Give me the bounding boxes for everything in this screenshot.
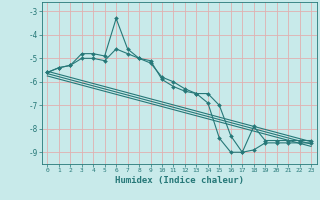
X-axis label: Humidex (Indice chaleur): Humidex (Indice chaleur) [115, 176, 244, 185]
